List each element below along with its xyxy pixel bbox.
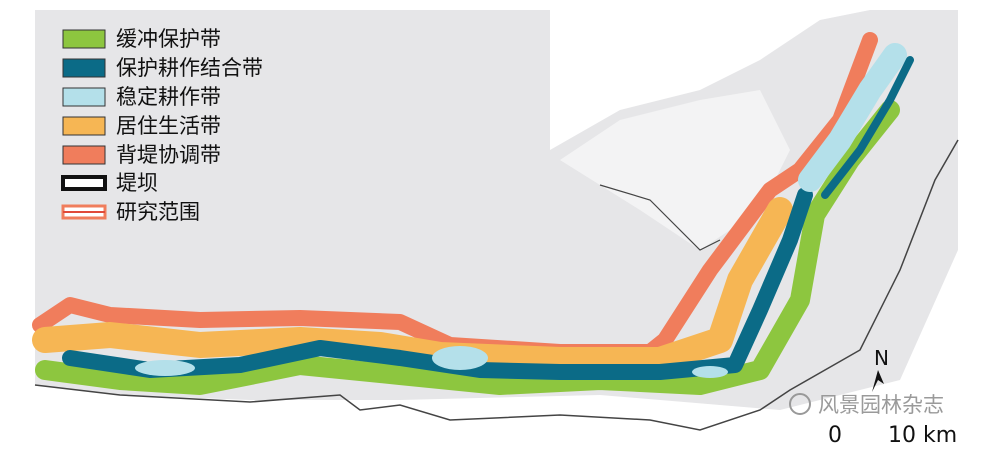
outside-area bbox=[560, 90, 790, 250]
legend: 缓冲保护带 保护耕作结合带 稳定耕作带 居住生活带 背堤协调带 堤坝 研究范围 bbox=[61, 27, 263, 224]
scale-label: 0 bbox=[828, 423, 842, 448]
north-label: N bbox=[874, 346, 889, 370]
stable-patches bbox=[135, 346, 728, 378]
teal-band bbox=[62, 187, 813, 380]
lightblue-band bbox=[798, 43, 907, 192]
legend-swatch bbox=[61, 175, 107, 191]
legend-label: 稳定耕作带 bbox=[116, 85, 221, 109]
patch bbox=[692, 366, 728, 378]
legend-label: 研究范围 bbox=[116, 200, 200, 224]
scale-label: 10 km bbox=[888, 423, 957, 448]
legend-swatch bbox=[62, 116, 106, 136]
watermark: 风景园林杂志 bbox=[818, 393, 944, 417]
legend-label: 保护耕作结合带 bbox=[116, 56, 263, 80]
dam bbox=[34, 139, 959, 431]
legend-swatch bbox=[62, 58, 106, 78]
legend-label: 背堤协调带 bbox=[116, 143, 221, 167]
legend-swatch bbox=[62, 29, 106, 49]
legend-swatch bbox=[62, 145, 106, 165]
patch bbox=[432, 346, 488, 370]
patch bbox=[135, 360, 195, 376]
teal-band-north bbox=[821, 56, 914, 199]
watermark-icon bbox=[789, 393, 811, 415]
legend-label: 缓冲保护带 bbox=[116, 27, 221, 51]
north-arrow bbox=[872, 370, 884, 392]
legend-swatch bbox=[62, 87, 106, 107]
legend-label: 堤坝 bbox=[116, 171, 158, 195]
legend-label: 居住生活带 bbox=[116, 114, 221, 138]
river-line bbox=[599, 184, 721, 251]
